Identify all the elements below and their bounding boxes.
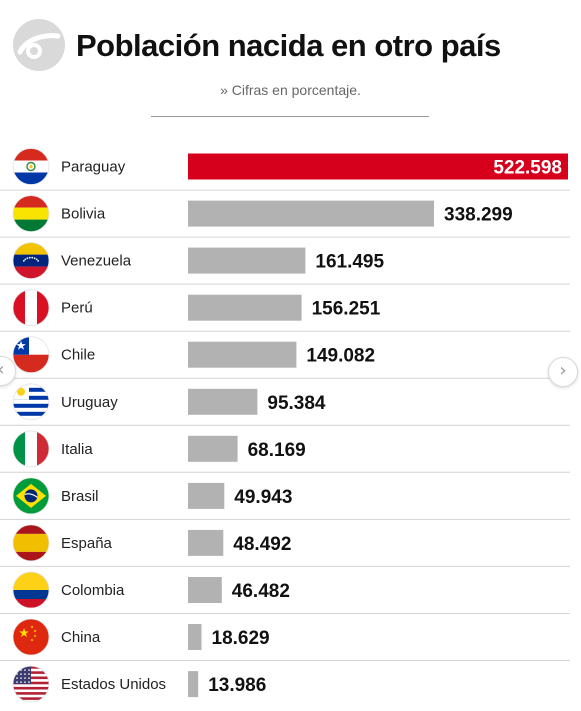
subtitle-divider bbox=[151, 116, 429, 117]
bar bbox=[188, 153, 568, 180]
chart-row: Paraguay 522.598 bbox=[0, 148, 570, 191]
value-label: 338.299 bbox=[444, 205, 513, 226]
chart-row: Brasil 49.943 bbox=[0, 477, 570, 520]
category-label: China bbox=[61, 629, 101, 646]
category-label: Perú bbox=[61, 300, 93, 317]
bar bbox=[188, 671, 199, 698]
peru-flag-icon bbox=[12, 289, 50, 327]
logo-icon bbox=[13, 19, 65, 71]
brazil-flag-icon bbox=[12, 477, 50, 515]
category-label: España bbox=[61, 535, 113, 552]
uruguay-flag-icon bbox=[12, 383, 50, 421]
chart-row: Bolivia 338.299 bbox=[0, 195, 570, 238]
bar bbox=[188, 482, 225, 509]
venezuela-flag-icon bbox=[12, 242, 50, 280]
category-label: Venezuela bbox=[61, 253, 132, 270]
chart-row: Uruguay 95.384 bbox=[0, 383, 570, 426]
bar bbox=[188, 435, 238, 462]
value-label: 522.598 bbox=[493, 158, 562, 179]
bar bbox=[188, 247, 306, 274]
value-label: 149.082 bbox=[306, 346, 375, 367]
bar bbox=[188, 388, 258, 415]
chart-row: Chile 149.082 bbox=[0, 336, 570, 379]
chart-row: Perú 156.251 bbox=[0, 289, 570, 332]
subtitle: » Cifras en porcentaje. bbox=[220, 82, 361, 98]
bar bbox=[188, 624, 202, 650]
value-label: 68.169 bbox=[248, 440, 306, 461]
chart-row: Colombia 46.482 bbox=[0, 571, 570, 614]
value-label: 46.482 bbox=[232, 581, 290, 602]
category-label: Paraguay bbox=[61, 159, 126, 176]
chevron-right-icon[interactable]: › bbox=[548, 357, 578, 387]
value-label: 18.629 bbox=[212, 628, 270, 649]
value-label: 161.495 bbox=[315, 252, 384, 273]
chart-row: España 48.492 bbox=[0, 524, 570, 567]
spain-flag-icon bbox=[12, 524, 50, 562]
category-label: Colombia bbox=[61, 582, 125, 599]
page-title: Población nacida en otro país bbox=[76, 28, 501, 63]
bar bbox=[188, 294, 302, 321]
value-label: 49.943 bbox=[234, 487, 292, 508]
bar bbox=[188, 200, 434, 227]
bar bbox=[188, 577, 222, 603]
category-label: Uruguay bbox=[61, 394, 118, 411]
bar bbox=[188, 529, 224, 556]
chart-row: Italia 68.169 bbox=[0, 430, 570, 473]
bolivia-flag-icon bbox=[12, 195, 50, 233]
value-label: 156.251 bbox=[312, 299, 381, 320]
value-label: 48.492 bbox=[233, 534, 291, 555]
chile-flag-icon bbox=[12, 336, 50, 374]
paraguay-flag-icon bbox=[12, 148, 50, 185]
bar bbox=[188, 341, 297, 368]
value-label: 13.986 bbox=[208, 675, 266, 696]
category-label: Italia bbox=[61, 441, 93, 458]
value-label: 95.384 bbox=[267, 393, 326, 414]
china-flag-icon bbox=[12, 618, 50, 656]
colombia-flag-icon bbox=[12, 571, 50, 609]
category-label: Brasil bbox=[61, 488, 99, 505]
category-label: Bolivia bbox=[61, 206, 106, 223]
chart-row: Venezuela 161.495 bbox=[0, 242, 570, 285]
italy-flag-icon bbox=[12, 430, 50, 468]
usa-flag-icon bbox=[12, 665, 50, 703]
chart-row: China 18.629 bbox=[0, 618, 570, 661]
category-label: Chile bbox=[61, 347, 95, 364]
chart-row: Estados Unidos 13.986 bbox=[12, 665, 266, 703]
category-label: Estados Unidos bbox=[61, 676, 166, 693]
